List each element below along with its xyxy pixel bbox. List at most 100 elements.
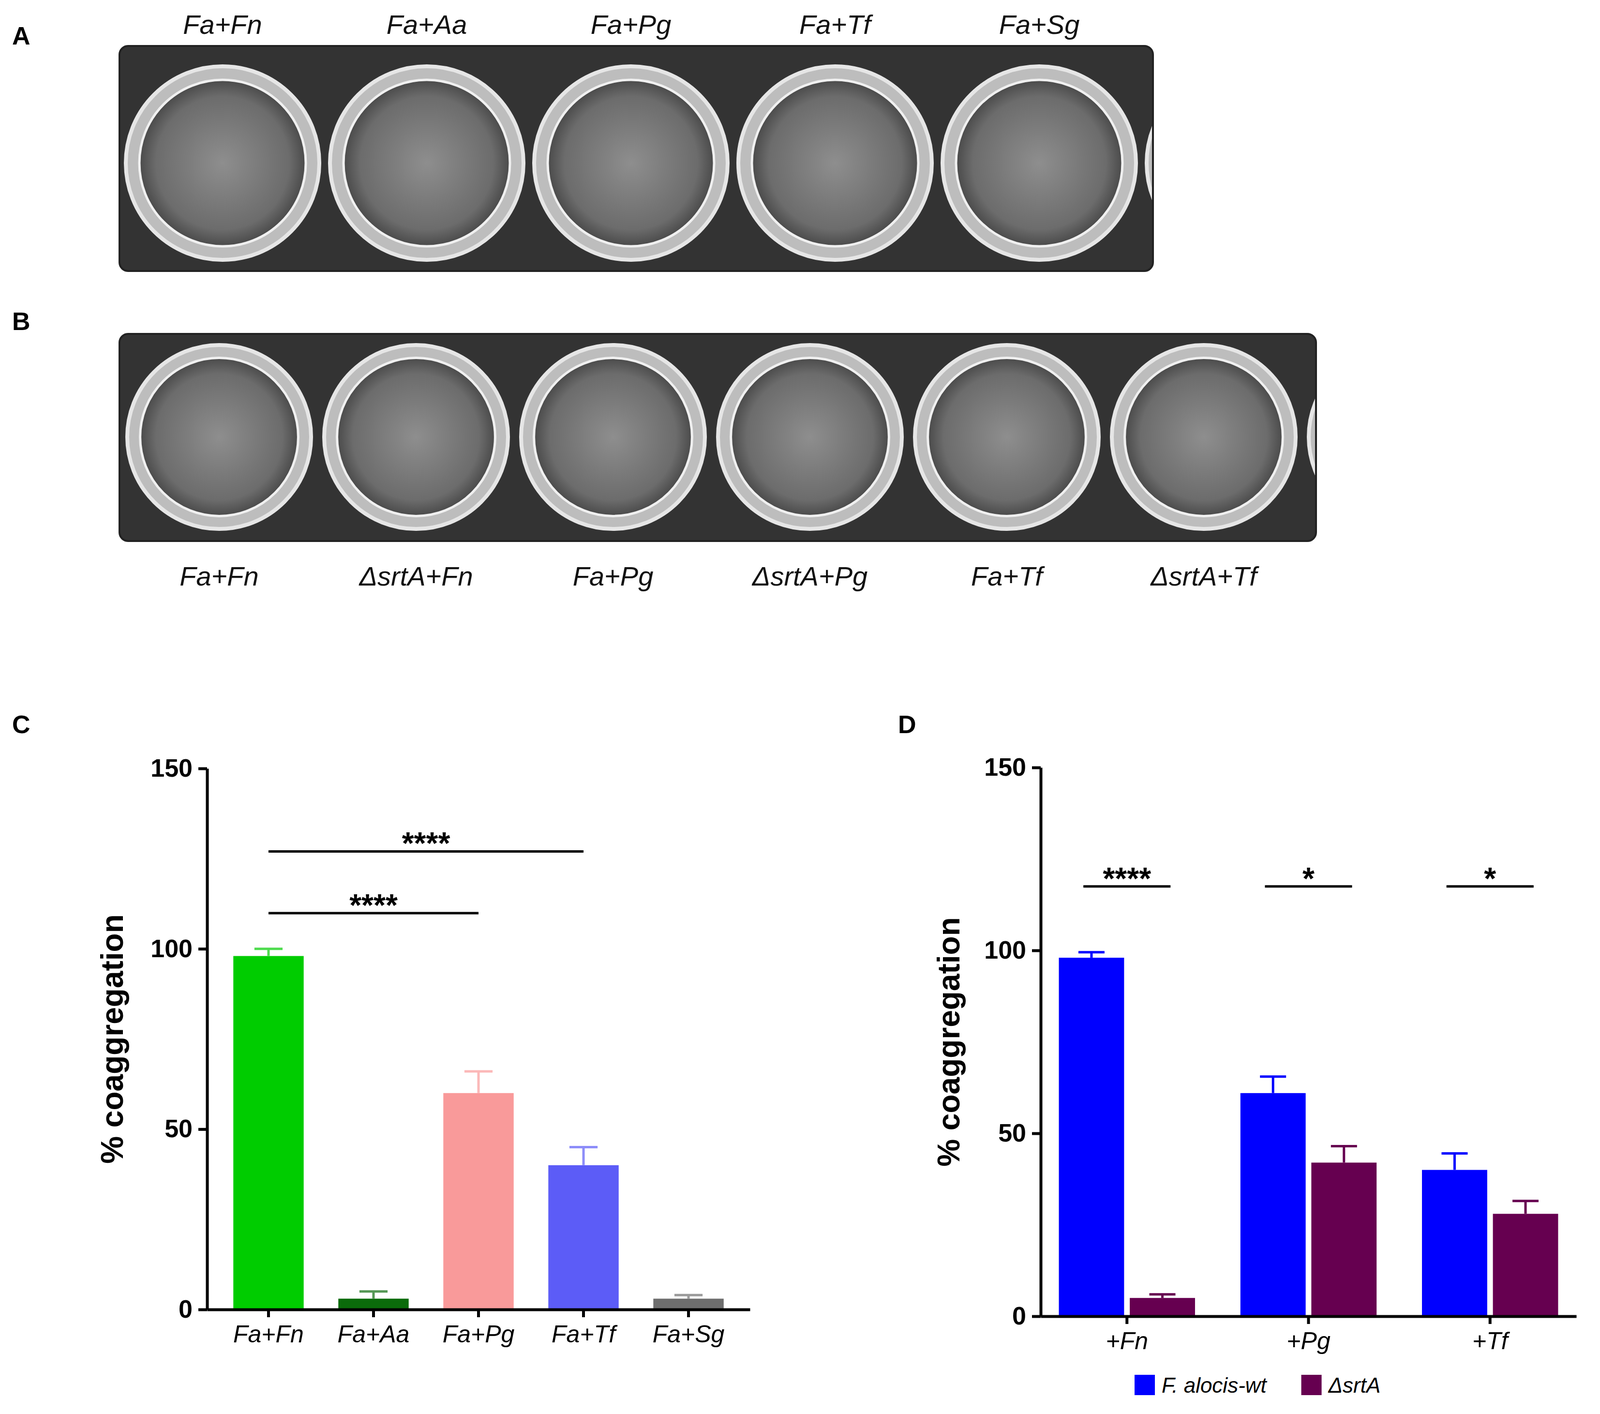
y-tick-mark [1031,1315,1041,1318]
x-tick-label: +Tf [1472,1327,1511,1355]
well-rim [329,66,524,260]
bar [1421,1169,1488,1316]
y-tick-mark [198,1127,208,1131]
y-tick: 150 [984,752,1041,781]
x-axis: Fa+FnFa+AaFa+PgFa+TfFa+Sg [207,1309,751,1348]
x-tick-label: Fa+Pg [442,1320,515,1348]
x-tick: +Tf [1472,1315,1511,1355]
error-bar [1330,1145,1358,1163]
well [534,358,693,517]
well-label: Fa+Fn [182,9,262,40]
legend-label: ΔsrtA [1328,1373,1381,1397]
x-tick-label: +Pg [1286,1327,1331,1355]
well [140,358,299,517]
axis-line [1039,767,1043,1317]
well [337,358,496,517]
error-bar [569,1147,598,1166]
well [139,79,306,247]
well-label: ΔsrtA+Tf [1149,560,1260,592]
plate [119,333,1316,541]
y-tick: 100 [984,935,1041,964]
x-tick: +Fn [1105,1315,1149,1355]
well [927,358,1087,517]
plate [119,45,1153,271]
well-rim [738,66,932,260]
y-tick: 50 [164,1114,208,1143]
bar [1311,1162,1377,1316]
y-tick-label: 150 [984,752,1027,781]
error-bar [674,1294,703,1299]
well-rim [125,66,320,260]
x-tick: Fa+Tf [551,1309,618,1348]
x-tick-mark [267,1309,270,1317]
x-tick-mark [687,1309,690,1317]
y-tick-label: 100 [984,935,1027,964]
y-tick-label: 50 [998,1118,1027,1147]
bar [338,1298,409,1310]
well [343,79,510,247]
error-bar [359,1291,388,1299]
error-bar [464,1071,493,1093]
x-axis: +Fn +Pg +Tf [1041,1315,1577,1355]
bar [1129,1297,1196,1316]
y-tick-mark [1031,1132,1041,1136]
y-tick-mark [198,947,208,951]
x-tick-label: Fa+Aa [337,1320,410,1348]
well-rim [324,344,509,529]
y-tick-label: 100 [150,934,193,963]
legend-label: F. alocis-wt [1161,1373,1268,1397]
well-rim [717,344,902,529]
y-tick: 50 [998,1118,1041,1147]
well-rim [914,344,1099,529]
panel-letter: A [12,21,31,50]
well-label: Fa+Sg [999,9,1080,40]
y-axis: 050100150 [150,753,208,1323]
error-bar [1512,1200,1539,1214]
figure: AFa+FnFa+AaFa+PgFa+TfFa+SgBFa+FnΔsrtA+Fn… [0,0,1600,1414]
x-tick-mark [582,1309,585,1317]
axis-line [206,768,210,1310]
error-bar [1078,952,1105,958]
significance-label: * [1302,861,1315,897]
y-tick-label: 0 [1012,1301,1027,1330]
plate-frame [119,333,1316,541]
plot-area [1059,952,1559,1316]
legend-swatch [1134,1374,1155,1395]
legend: F. alocis-wt ΔsrtA [1134,1373,1381,1397]
x-tick-mark [372,1309,375,1317]
well [547,79,715,247]
significance-label: **** [402,825,451,861]
well [956,79,1123,247]
y-tick-mark [1031,949,1041,953]
panel-letter: B [12,307,31,336]
x-tick: Fa+Aa [337,1309,410,1348]
y-tick-label: 50 [164,1114,193,1143]
well-label: Fa+Tf [971,560,1046,592]
significance-label: * [1483,861,1496,897]
well-label: Fa+Pg [590,9,672,40]
well [751,79,919,247]
x-tick: Fa+Sg [652,1309,725,1348]
well-rim [1308,344,1316,529]
plate-panel: BFa+FnΔsrtA+FnFa+PgΔsrtA+PgFa+TfΔsrtA+Tf [12,307,1493,592]
well-rim [534,66,728,260]
x-tick: +Pg [1286,1315,1331,1355]
y-axis: 0 50 100 150 [984,752,1041,1330]
significance-label: **** [349,887,398,923]
panel-letter: D [897,710,917,739]
bar [1493,1213,1559,1316]
panel-letter: C [12,710,31,739]
bar [1059,957,1125,1316]
x-tick-mark [1488,1315,1492,1324]
legend-swatch [1301,1374,1322,1395]
y-axis-title: % coaggregation [94,913,130,1164]
well-label: ΔsrtA+Fn [358,560,473,592]
error-bar [254,948,283,957]
y-tick: 0 [1012,1301,1041,1330]
chart-panel: C050100150Fa+FnFa+AaFa+PgFa+TfFa+Sg% coa… [12,710,751,1348]
x-tick-label: Fa+Tf [551,1320,618,1348]
well-label: Fa+Pg [572,560,654,592]
bar [1240,1092,1306,1316]
x-tick-label: Fa+Sg [652,1320,725,1348]
x-tick: Fa+Pg [442,1309,515,1348]
